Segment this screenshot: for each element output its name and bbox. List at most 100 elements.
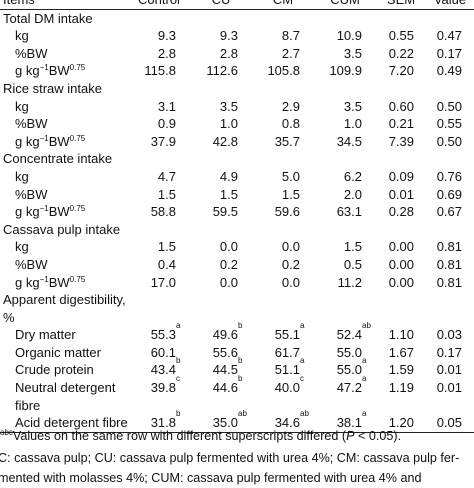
label-exponent: −1 [39, 133, 49, 143]
value: 43.4 [150, 362, 176, 378]
value-cell: 112.6 [190, 62, 252, 80]
empty-cell [190, 80, 252, 98]
value-cell: 31.8 b [128, 410, 190, 433]
value: 109.9 [329, 63, 362, 79]
empty-cell [128, 80, 190, 98]
value: 55.1 [274, 327, 300, 343]
value-cell: 2.9 [252, 98, 314, 116]
value-cell: 60.1 [128, 344, 190, 362]
value: 0.00 [388, 274, 414, 290]
value: 2.8 [157, 45, 176, 61]
empty-cell [376, 291, 426, 326]
value-cell: 1.10 [376, 326, 426, 344]
value-cell: 55.3 a [150, 321, 181, 343]
value-cell: 3.5 [314, 45, 376, 63]
section-row: Cassava pulp intake [0, 221, 474, 239]
empty-cell [376, 80, 426, 98]
empty-cell [376, 9, 426, 27]
value-cell: 3.1 [128, 98, 190, 116]
empty-cell [190, 9, 252, 27]
section-row: Concentrate intake [0, 150, 474, 168]
data-row: kg 3.1 3.5 2.9 3.5 0.60 0.50 [0, 98, 474, 116]
value: 55.0 [336, 344, 362, 360]
value: 0.67 [436, 204, 462, 220]
value: 0.17 [436, 344, 462, 360]
value-cell: 0.4 [128, 256, 190, 274]
data-row: g kg−1BW0.75 115.8 112.6 105.8 109.9 7.20 0.49 [0, 62, 474, 80]
value: 0.55 [388, 28, 414, 44]
value-cell: 0.47 [426, 27, 474, 45]
data-row: %BW 0.9 1.0 0.8 1.0 0.21 0.55 [0, 115, 474, 133]
value-cell: 9.3 [128, 27, 190, 45]
value: 3.1 [157, 98, 176, 114]
column-header: Control [128, 0, 190, 10]
value: 35.7 [274, 133, 300, 149]
value-cell: 1.5 [128, 238, 190, 256]
value: 9.3 [219, 28, 238, 44]
value: 55.3 [150, 327, 176, 343]
section-row: Rice straw intake [0, 80, 474, 98]
value: 0.69 [436, 186, 462, 202]
value: 7.20 [388, 63, 414, 79]
footnote-sup: abc [0, 428, 13, 437]
data-row: Dry matter 55.3 a 49.6 b 55.1 a 52.4 ab 1.10 0.03 [0, 321, 474, 344]
value: 37.9 [150, 133, 176, 149]
value: 115.8 [144, 63, 176, 79]
section-title: Cassava pulp intake [3, 221, 121, 237]
value-cell: 109.9 [314, 62, 376, 80]
value-cell: 10.9 [314, 27, 376, 45]
value: 40.0 [274, 380, 300, 396]
value-cell: 61.7 [252, 344, 314, 362]
value: 1.59 [388, 362, 414, 378]
value-cell: 0.21 [376, 115, 426, 133]
value-cell: 0.03 [426, 326, 474, 344]
value: 0.09 [388, 168, 414, 184]
value: 112.6 [206, 63, 238, 79]
value-cell: 0.0 [190, 274, 252, 292]
value: 8.7 [281, 28, 300, 44]
row-label: g kg−1BW0.75 [0, 133, 128, 151]
value: 0.50 [436, 98, 462, 114]
empty-cell [128, 150, 190, 168]
value-cell: 0.81 [426, 274, 474, 292]
value: 9.3 [157, 28, 176, 44]
value: 58.8 [150, 204, 176, 220]
value-cell: 49.6 b [212, 321, 243, 343]
column-header: Value [426, 0, 474, 10]
value: 2.9 [281, 98, 300, 114]
table-wrapper: ItemsControlCUCMCUMSEMValue Total DM int… [0, 0, 474, 433]
column-header: CU [190, 0, 252, 10]
row-label: %BW [0, 115, 128, 133]
value-cell: 1.67 [376, 344, 426, 362]
column-header: SEM [376, 0, 426, 10]
value-cell: 34.6 ab [252, 410, 314, 433]
value-cell: 0.50 [426, 98, 474, 116]
value: 3.5 [343, 45, 362, 61]
value-cell: 1.59 [376, 361, 426, 379]
value: 3.5 [219, 98, 238, 114]
value: 0.81 [436, 274, 462, 290]
value: 0.00 [388, 239, 414, 255]
row-label: Acid detergent fibre [0, 414, 128, 433]
row-label: %BW [0, 45, 128, 63]
value-cell: 0.17 [426, 344, 474, 362]
value-cell: 0.8 [252, 115, 314, 133]
value-cell: 52.4 ab [336, 321, 371, 343]
section-title: Total DM intake [3, 10, 93, 26]
column-header: Items [0, 0, 128, 10]
label-exponent: −1 [39, 204, 49, 214]
value-cell: 17.0 [128, 274, 190, 292]
value: 2.0 [343, 186, 362, 202]
value-cell: 0.09 [376, 168, 426, 186]
value: 34.5 [336, 133, 362, 149]
row-label: Crude protein [0, 361, 128, 379]
value: 1.5 [157, 239, 176, 255]
value-cell: 0.0 [252, 274, 314, 292]
value-cell: 0.05 [426, 414, 474, 433]
value-cell: 39.8 c [150, 374, 180, 396]
empty-cell [252, 80, 314, 98]
value-cell: 9.3 [190, 27, 252, 45]
value: 1.10 [388, 327, 414, 343]
label-text: kg [15, 28, 29, 44]
label-text: kg [15, 168, 29, 184]
